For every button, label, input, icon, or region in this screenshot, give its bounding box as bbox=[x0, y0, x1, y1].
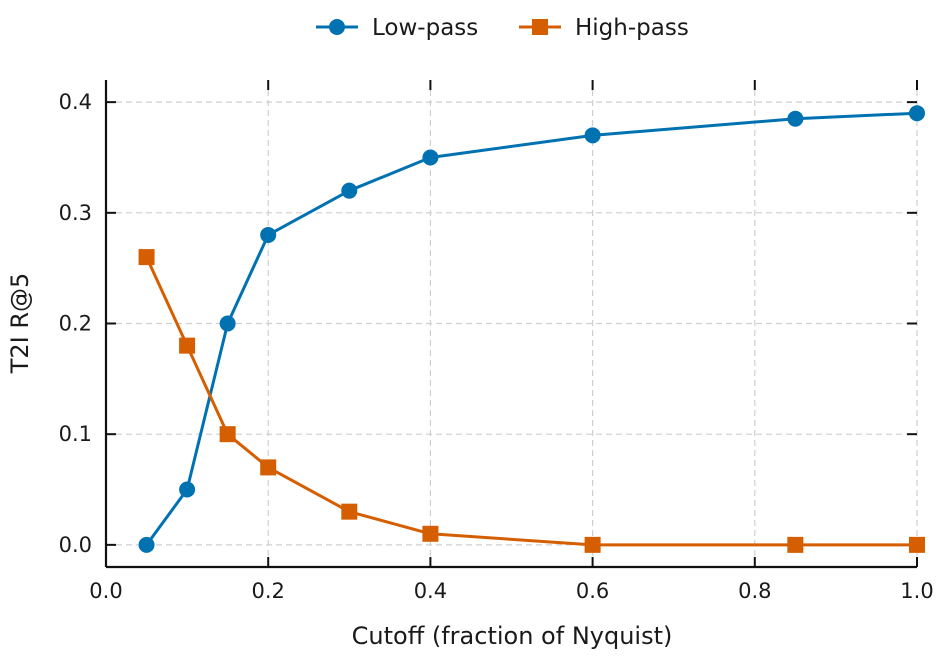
high-pass-point bbox=[260, 459, 277, 476]
legend: Low-pass High-pass bbox=[316, 15, 689, 41]
low-pass-point bbox=[138, 536, 155, 553]
low-pass-point bbox=[787, 110, 804, 127]
y-tick-label: 0.4 bbox=[59, 90, 92, 114]
low-pass-point bbox=[260, 226, 277, 243]
legend-marker-icon bbox=[329, 19, 345, 35]
high-pass-point bbox=[179, 337, 196, 354]
legend-label: High-pass bbox=[575, 15, 689, 41]
low-pass-line bbox=[145, 111, 918, 546]
low-pass-point bbox=[179, 481, 196, 498]
y-tick-label: 0.1 bbox=[59, 422, 92, 446]
x-tick-label: 0.2 bbox=[251, 579, 284, 603]
low-pass-point bbox=[909, 105, 925, 122]
low-pass-point bbox=[422, 149, 439, 166]
series-high-pass bbox=[138, 249, 925, 553]
x-tick-label: 0.6 bbox=[576, 579, 609, 603]
y-axis-title: T2I R@5 bbox=[6, 273, 34, 375]
ticks: 0.0 0.2 0.4 0.6 0.8 1.0 0.0 0.1 0.2 0.3 0.4 bbox=[59, 80, 934, 603]
legend-item-low-pass: Low-pass bbox=[316, 15, 478, 41]
low-pass-point bbox=[219, 315, 236, 332]
low-pass-point bbox=[584, 127, 601, 144]
low-pass-point bbox=[341, 182, 358, 199]
legend-label: Low-pass bbox=[372, 15, 478, 41]
y-tick-label: 0.0 bbox=[59, 533, 92, 557]
high-pass-point bbox=[584, 536, 601, 553]
high-pass-point bbox=[909, 536, 925, 553]
y-tick-label: 0.3 bbox=[59, 201, 92, 225]
x-tick-label: 0.0 bbox=[89, 579, 122, 603]
legend-item-high-pass: High-pass bbox=[519, 15, 689, 41]
x-tick-label: 0.8 bbox=[738, 579, 771, 603]
high-pass-point bbox=[341, 503, 358, 520]
high-pass-line bbox=[145, 256, 917, 547]
high-pass-point bbox=[787, 536, 804, 553]
y-tick-label: 0.2 bbox=[59, 312, 92, 336]
high-pass-point bbox=[138, 249, 155, 266]
series-low-pass bbox=[138, 105, 925, 553]
x-tick-label: 1.0 bbox=[900, 579, 933, 603]
legend-marker-icon bbox=[532, 19, 548, 35]
x-tick-label: 0.4 bbox=[414, 579, 447, 603]
x-axis-title: Cutoff (fraction of Nyquist) bbox=[352, 622, 673, 650]
series bbox=[138, 105, 925, 553]
high-pass-point bbox=[422, 525, 439, 542]
high-pass-point bbox=[219, 426, 236, 443]
